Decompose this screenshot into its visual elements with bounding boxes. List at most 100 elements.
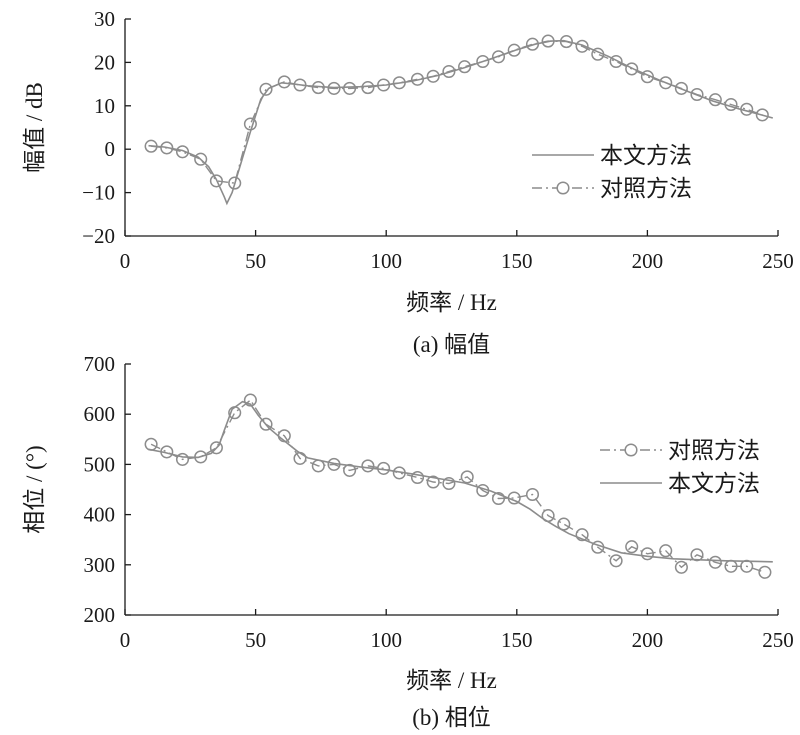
- data-point: [640, 70, 654, 84]
- y-axis-title: 幅值 / dB: [22, 82, 47, 173]
- data-point: [659, 76, 673, 90]
- data-point: [575, 39, 589, 53]
- legend-label: 对照方法: [668, 438, 760, 463]
- data-point: [259, 82, 273, 96]
- legend-label: 对照方法: [600, 176, 692, 201]
- data-point: [625, 62, 639, 76]
- data-point: [690, 87, 704, 102]
- x-tick-label: 100: [370, 628, 402, 652]
- x-tick-label: 100: [370, 249, 402, 273]
- data-point: [575, 528, 589, 542]
- x-tick-label: 150: [501, 628, 533, 652]
- data-point: [277, 75, 291, 89]
- data-point: [311, 81, 325, 95]
- panel-caption: (a) 幅值: [413, 332, 490, 357]
- data-point: [410, 72, 425, 86]
- y-tick-label: 200: [84, 603, 116, 627]
- data-point: [541, 34, 555, 48]
- data-point: [640, 547, 654, 561]
- data-point: [559, 35, 573, 49]
- data-point: [557, 517, 571, 531]
- y-tick-label: −20: [82, 224, 115, 248]
- y-tick-label: 10: [94, 94, 115, 118]
- y-tick-label: 700: [84, 352, 116, 376]
- data-point: [674, 560, 688, 574]
- x-tick-label: 150: [501, 249, 533, 273]
- y-axis-title: 相位 / (°): [22, 445, 47, 533]
- x-tick-label: 200: [632, 628, 664, 652]
- series-line: [150, 399, 766, 573]
- y-tick-label: −10: [82, 181, 115, 205]
- y-tick-label: 400: [84, 503, 116, 527]
- data-point: [175, 452, 190, 466]
- y-tick-label: 30: [94, 7, 115, 31]
- data-point: [209, 174, 223, 188]
- data-point: [708, 93, 722, 107]
- data-point: [507, 43, 521, 57]
- y-tick-label: 500: [84, 452, 116, 476]
- series-comparison: [144, 34, 769, 190]
- x-axis-title: 频率 / Hz: [406, 668, 497, 693]
- y-tick-label: 20: [94, 50, 115, 74]
- y-tick-label: 0: [105, 137, 116, 161]
- data-point: [690, 548, 704, 562]
- data-point: [343, 81, 357, 95]
- legend-item: 本文方法: [600, 471, 760, 496]
- data-point: [460, 470, 474, 484]
- legend-item: 本文方法: [532, 143, 692, 168]
- x-tick-label: 250: [762, 628, 794, 652]
- data-point: [724, 97, 738, 112]
- legend-swatch-marker: [556, 181, 570, 195]
- data-point: [758, 565, 772, 579]
- data-point: [755, 108, 769, 122]
- data-point: [243, 393, 257, 407]
- data-point: [458, 60, 472, 74]
- data-point: [491, 491, 506, 506]
- data-point: [175, 145, 190, 159]
- data-point: [476, 54, 490, 69]
- data-point: [740, 102, 754, 116]
- legend-label: 本文方法: [600, 143, 692, 168]
- y-tick-label: 600: [84, 402, 116, 426]
- data-point: [525, 487, 540, 502]
- x-tick-label: 0: [120, 249, 131, 273]
- data-point: [392, 76, 406, 90]
- data-point: [361, 459, 375, 473]
- legend-item: 对照方法: [532, 176, 692, 201]
- panel-caption: (b) 相位: [412, 705, 491, 730]
- series-proposed: [148, 39, 774, 206]
- x-tick-label: 250: [762, 249, 794, 273]
- series-comparison: [144, 393, 772, 579]
- data-point: [625, 540, 639, 554]
- data-point: [361, 81, 375, 95]
- data-point: [426, 69, 440, 83]
- data-point: [343, 463, 357, 477]
- data-point: [377, 78, 391, 92]
- data-point: [293, 78, 307, 92]
- data-point: [160, 141, 174, 155]
- data-point: [243, 117, 257, 131]
- data-point: [259, 417, 273, 431]
- data-point: [327, 81, 341, 95]
- data-point: [194, 152, 208, 166]
- data-point: [659, 544, 673, 558]
- series-line: [148, 400, 773, 563]
- data-point: [442, 64, 456, 79]
- series-line: [148, 39, 774, 206]
- chart-panel-a: 0 50 100 150 200 250 −20 −10 0 10 20 30 频率 / Hz 幅值 / …: [22, 7, 794, 357]
- y-tick-label: 300: [84, 553, 116, 577]
- data-point: [442, 476, 456, 491]
- data-point: [209, 441, 223, 455]
- x-tick-label: 0: [120, 628, 131, 652]
- data-point: [228, 176, 242, 190]
- chart-panel-b: 0 50 100 150 200 250 200 300 400 500 600 700 频率 / Hz…: [22, 352, 794, 730]
- data-point: [426, 475, 440, 489]
- data-point: [609, 54, 623, 69]
- data-point: [491, 50, 506, 64]
- data-point: [144, 139, 158, 153]
- data-point: [609, 554, 623, 568]
- x-tick-label: 200: [632, 249, 664, 273]
